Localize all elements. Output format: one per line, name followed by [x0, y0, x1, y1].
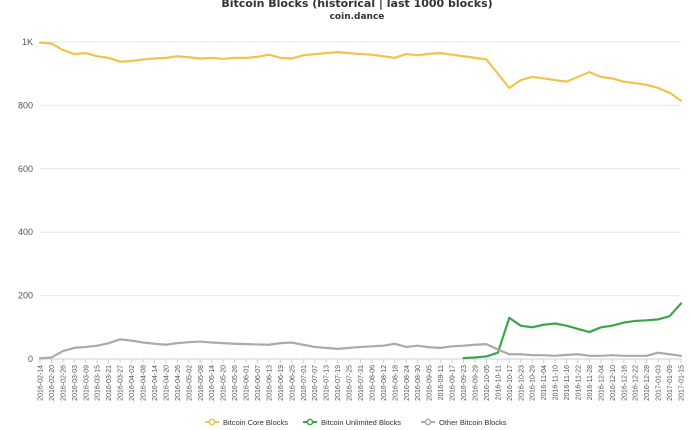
x-tick-label: 2016-08-30 — [415, 365, 422, 401]
x-tick-label: 2016-12-28 — [644, 365, 651, 401]
x-tick-label: 2016-09-23 — [461, 365, 468, 401]
x-tick-label: 2016-05-20 — [221, 365, 228, 401]
x-tick-label: 2016-10-29 — [530, 365, 537, 401]
x-tick-label: 2016-03-27 — [118, 365, 125, 401]
grid — [40, 41, 681, 360]
y-tick-label: 800 — [18, 100, 33, 110]
legend-label: Bitcoin Unlimited Blocks — [321, 418, 401, 427]
legend-marker — [424, 418, 432, 426]
x-tick-label: 2017-01-15 — [679, 365, 686, 401]
x-tick-label: 2016-09-17 — [450, 365, 457, 401]
y-tick-label: 400 — [18, 227, 33, 237]
x-tick-label: 2016-11-28 — [587, 365, 594, 400]
x-tick-label: 2016-07-31 — [358, 365, 365, 401]
x-tick-label: 2016-02-14 — [38, 365, 45, 401]
x-tick-label: 2016-05-08 — [198, 365, 205, 401]
x-tick-label: 2017-01-03 — [656, 365, 663, 401]
x-tick-label: 2016-11-04 — [541, 365, 548, 400]
x-tick-label: 2016-12-22 — [633, 365, 640, 401]
x-tick-label: 2016-09-05 — [427, 365, 434, 401]
x-tick-label: 2016-04-08 — [141, 365, 148, 401]
x-tick-label: 2016-03-21 — [106, 365, 113, 401]
y-tick-label: 0 — [28, 354, 33, 364]
x-tick-label: 2016-06-19 — [278, 365, 285, 401]
x-tick-label: 2016-04-02 — [129, 365, 136, 401]
legend-label: Bitcoin Core Blocks — [223, 418, 288, 427]
x-tick-label: 2016-08-24 — [404, 365, 411, 401]
legend-item-0[interactable]: Bitcoin Core Blocks — [205, 418, 288, 427]
x-tick-label: 2016-02-26 — [60, 365, 67, 401]
x-tick-label: 2016-12-10 — [610, 365, 617, 401]
x-tick-label: 2016-07-19 — [335, 365, 342, 401]
legend-item-1[interactable]: Bitcoin Unlimited Blocks — [303, 418, 401, 427]
x-tick-label: 2017-01-09 — [667, 365, 674, 401]
x-tick-label: 2016-12-04 — [598, 365, 605, 401]
x-tick-label: 2016-09-29 — [472, 365, 479, 401]
x-tick-label: 2016-10-11 — [495, 365, 502, 400]
x-tick-label: 2016-08-18 — [392, 365, 399, 401]
x-tick-label: 2016-08-12 — [381, 365, 388, 401]
x-tick-label: 2016-12-16 — [621, 365, 628, 401]
x-tick-label: 2016-03-15 — [95, 365, 102, 401]
x-tick-label: 2016-07-13 — [324, 365, 331, 401]
x-tick-label: 2016-05-02 — [186, 365, 193, 401]
x-tick-label: 2016-07-01 — [301, 365, 308, 401]
x-tick-label: 2016-07-07 — [312, 365, 319, 401]
x-tick-label: 2016-06-01 — [244, 365, 251, 401]
x-tick-label: 2016-10-23 — [518, 365, 525, 401]
y-axis: 0 200 400 600 800 1K — [18, 37, 33, 364]
series-line-1[interactable] — [462, 302, 683, 360]
legend-label: Other Bitcoin Blocks — [439, 418, 507, 427]
x-tick-label: 2016-04-14 — [152, 365, 159, 401]
x-tick-label: 2016-02-20 — [49, 365, 56, 401]
x-tick-label: 2016-05-14 — [209, 365, 216, 401]
chart-title: Bitcoin Blocks (historical | last 1000 b… — [221, 0, 492, 10]
legend-marker — [306, 418, 314, 426]
x-tick-label: 2016-06-07 — [255, 365, 262, 401]
series-line-0[interactable] — [38, 41, 683, 102]
x-tick-label: 2016-03-03 — [72, 365, 79, 401]
x-tick-label: 2016-06-25 — [289, 365, 296, 401]
x-tick-label: 2016-05-26 — [232, 365, 239, 401]
x-tick-label: 2016-08-06 — [369, 365, 376, 401]
legend-marker — [208, 418, 216, 426]
x-tick-label: 2016-11-16 — [564, 365, 571, 400]
x-tick-label: 2016-11-22 — [575, 365, 582, 400]
legend[interactable]: Bitcoin Core Blocks Bitcoin Unlimited Blo… — [205, 418, 507, 427]
x-tick-label: 2016-11-10 — [553, 365, 560, 400]
y-tick-label: 1K — [22, 37, 33, 47]
plot-area — [38, 41, 683, 360]
x-tick-label: 2016-09-11 — [438, 365, 445, 400]
series-line-2[interactable] — [38, 338, 683, 360]
x-tick-label: 2016-04-20 — [163, 365, 170, 401]
x-axis: 2016-02-14 2016-02-20 2016-02-26 2016-03-03… — [38, 358, 686, 401]
x-tick-label: 2016-10-05 — [484, 365, 491, 401]
x-tick-label: 2016-10-17 — [507, 365, 514, 401]
x-tick-label: 2016-07-25 — [347, 365, 354, 401]
y-tick-label: 600 — [18, 164, 33, 174]
x-tick-label: 2016-03-09 — [83, 365, 90, 401]
chart-subtitle: coin.dance — [330, 12, 385, 22]
x-tick-label: 2016-04-26 — [175, 365, 182, 401]
legend-item-2[interactable]: Other Bitcoin Blocks — [421, 418, 507, 427]
y-tick-label: 200 — [18, 291, 33, 301]
x-tick-label: 2016-06-13 — [266, 365, 273, 401]
